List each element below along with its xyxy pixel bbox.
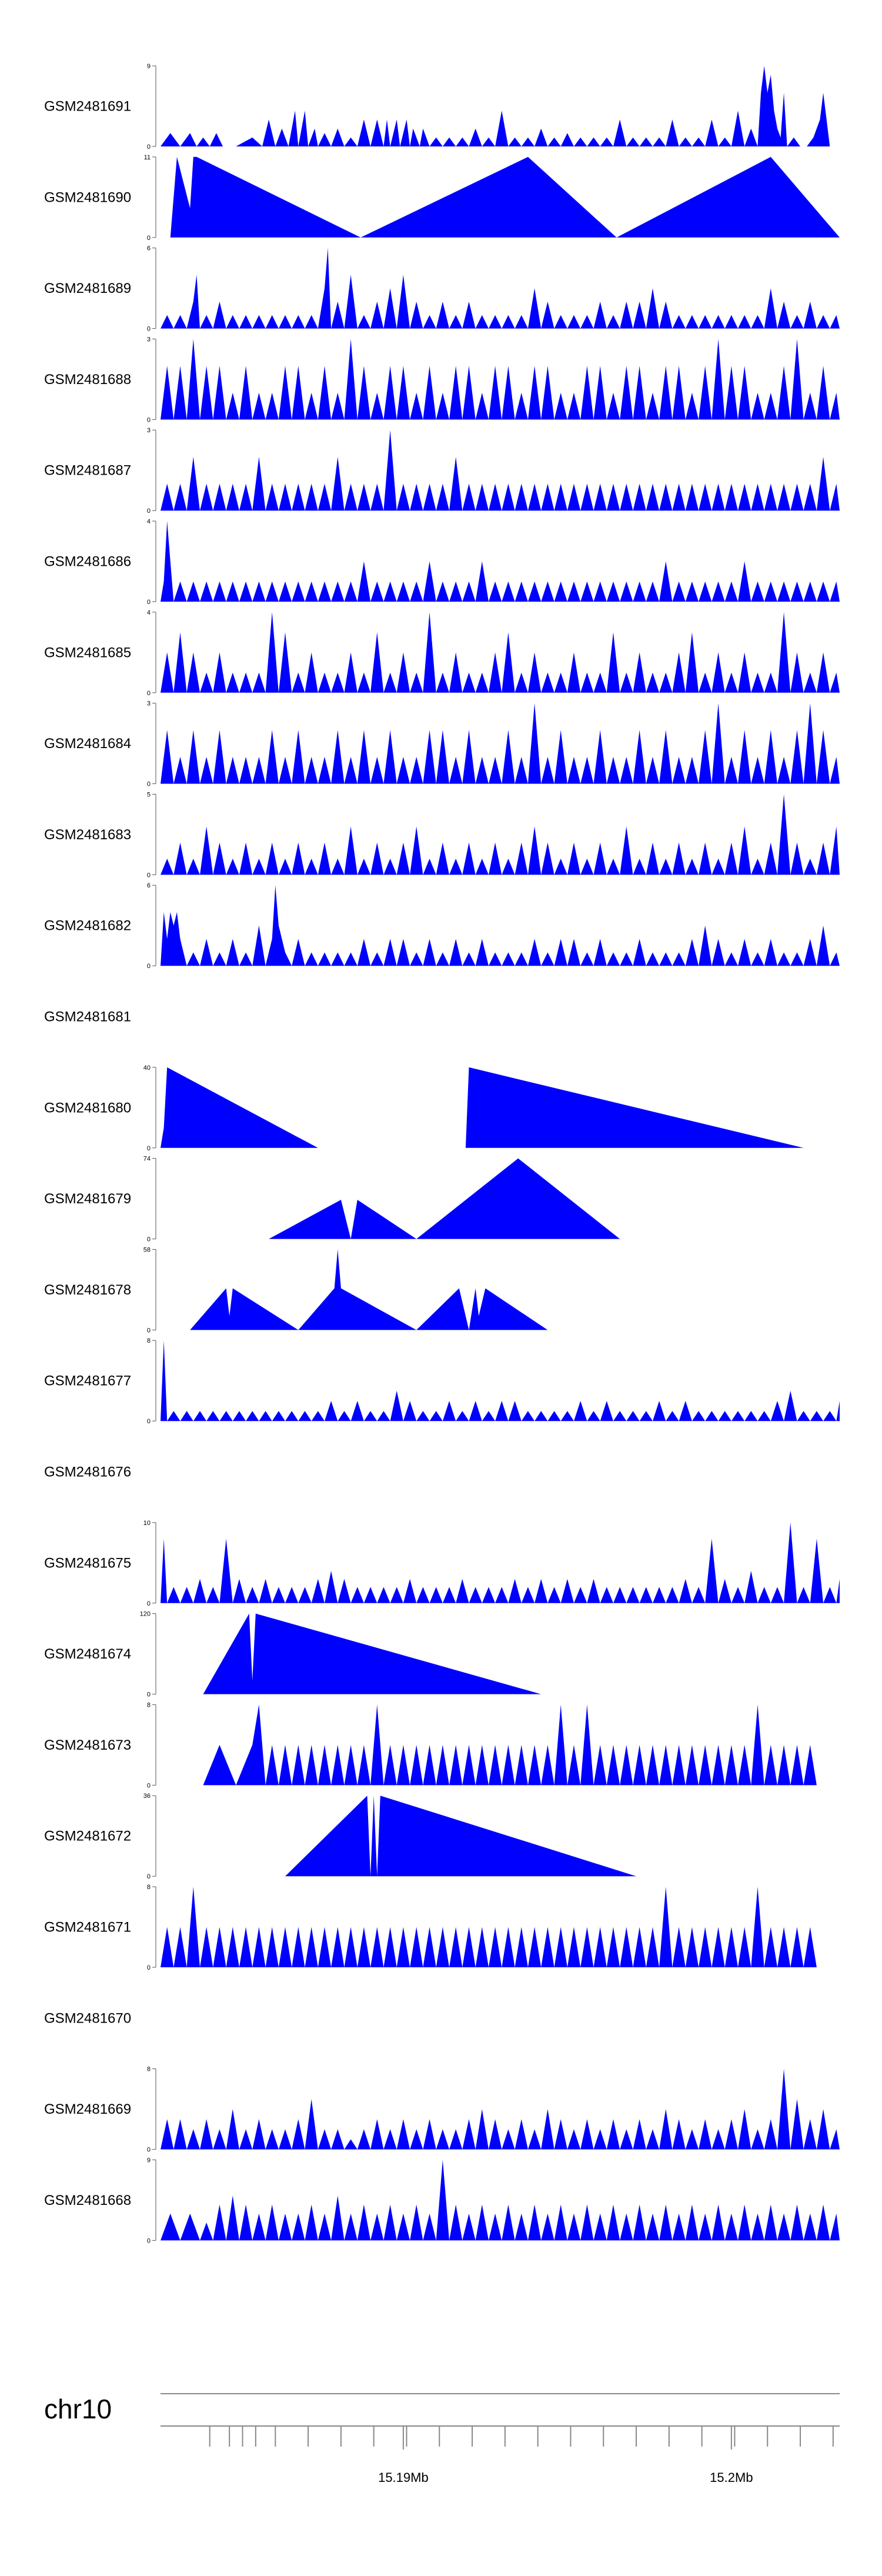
y-tick-label-max: 6 bbox=[147, 245, 151, 252]
track-area bbox=[161, 1340, 840, 1422]
track-label: GSM2481678 bbox=[44, 1282, 131, 1298]
track-area bbox=[203, 1704, 824, 1786]
y-tick-label-min: 0 bbox=[147, 690, 151, 697]
y-tick-label-min: 0 bbox=[147, 1145, 151, 1152]
track-area bbox=[161, 1067, 804, 1148]
track-label: GSM2481671 bbox=[44, 1920, 131, 1936]
track-label: GSM2481690 bbox=[44, 189, 131, 205]
track-label: GSM2481681 bbox=[44, 1009, 131, 1025]
y-tick-label-max: 58 bbox=[143, 1246, 151, 1253]
track-area bbox=[161, 521, 840, 602]
track-label: GSM2481684 bbox=[44, 736, 131, 752]
y-tick-label-min: 0 bbox=[147, 1873, 151, 1880]
genome-axis-tick-label: 15.2Mb bbox=[710, 2470, 753, 2485]
track-area bbox=[161, 703, 840, 784]
track-area bbox=[161, 1522, 840, 1603]
track-area bbox=[161, 1887, 824, 1967]
track-area bbox=[285, 1796, 637, 1877]
track-label: GSM2481677 bbox=[44, 1373, 131, 1389]
y-tick-label-max: 10 bbox=[143, 1520, 151, 1527]
y-tick-label-max: 36 bbox=[143, 1793, 151, 1800]
track-label: GSM2481687 bbox=[44, 463, 131, 479]
y-tick-label-min: 0 bbox=[147, 508, 151, 515]
track-area bbox=[161, 612, 840, 693]
y-tick-label-max: 6 bbox=[147, 882, 151, 889]
track-label: GSM2481683 bbox=[44, 827, 131, 843]
y-tick-label-min: 0 bbox=[147, 1327, 151, 1334]
track-label: GSM2481676 bbox=[44, 1464, 131, 1480]
y-tick-label-min: 0 bbox=[147, 781, 151, 788]
genome-axis-tick-label: 15.19Mb bbox=[378, 2470, 429, 2485]
y-tick-label-max: 74 bbox=[143, 1156, 151, 1163]
y-tick-label-max: 5 bbox=[147, 791, 151, 798]
y-tick-label-min: 0 bbox=[147, 599, 151, 606]
track-area bbox=[161, 430, 840, 511]
y-tick-label-min: 0 bbox=[147, 2237, 151, 2244]
y-tick-label-min: 0 bbox=[147, 1964, 151, 1971]
track-label: GSM2481670 bbox=[44, 2010, 131, 2026]
track-label: GSM2481686 bbox=[44, 554, 131, 570]
y-tick-label-max: 3 bbox=[147, 700, 151, 708]
y-tick-label-min: 0 bbox=[147, 416, 151, 423]
y-tick-label-max: 3 bbox=[147, 427, 151, 434]
y-tick-label-max: 120 bbox=[140, 1611, 151, 1618]
y-tick-label-min: 0 bbox=[147, 1236, 151, 1243]
y-tick-label-max: 8 bbox=[147, 1701, 151, 1709]
y-tick-label-max: 3 bbox=[147, 336, 151, 343]
y-tick-label-min: 0 bbox=[147, 144, 151, 151]
y-tick-label-min: 0 bbox=[147, 1600, 151, 1607]
y-tick-label-max: 8 bbox=[147, 2066, 151, 2073]
y-tick-label-max: 4 bbox=[147, 518, 151, 525]
y-tick-label-max: 8 bbox=[147, 1337, 151, 1344]
y-tick-label-min: 0 bbox=[147, 1691, 151, 1699]
y-tick-label-min: 0 bbox=[147, 872, 151, 879]
chromosome-label: chr10 bbox=[44, 2394, 112, 2424]
track-label: GSM2481675 bbox=[44, 1555, 131, 1571]
y-tick-label-min: 0 bbox=[147, 235, 151, 242]
track-label: GSM2481689 bbox=[44, 281, 131, 296]
track-area bbox=[161, 248, 840, 329]
track-label: GSM2481672 bbox=[44, 1828, 131, 1844]
track-label: GSM2481673 bbox=[44, 1737, 131, 1753]
y-tick-label-min: 0 bbox=[147, 1782, 151, 1789]
track-label: GSM2481674 bbox=[44, 1646, 131, 1662]
track-area bbox=[161, 66, 830, 146]
track-label: GSM2481688 bbox=[44, 372, 131, 388]
track-area bbox=[190, 1249, 548, 1330]
track-area bbox=[161, 339, 840, 420]
y-tick-label-max: 4 bbox=[147, 609, 151, 616]
track-label: GSM2481668 bbox=[44, 2193, 131, 2208]
track-area bbox=[161, 885, 840, 966]
track-area bbox=[161, 2068, 840, 2150]
y-tick-label-min: 0 bbox=[147, 326, 151, 333]
track-label: GSM2481669 bbox=[44, 2101, 131, 2117]
y-tick-label-max: 9 bbox=[147, 2157, 151, 2164]
track-area bbox=[203, 1613, 542, 1694]
track-label: GSM2481682 bbox=[44, 918, 131, 934]
track-area bbox=[161, 156, 840, 238]
track-area bbox=[269, 1158, 620, 1239]
track-label: GSM2481691 bbox=[44, 99, 131, 115]
y-tick-label-min: 0 bbox=[147, 2147, 151, 2154]
track-area bbox=[161, 794, 840, 875]
y-tick-label-min: 0 bbox=[147, 1418, 151, 1425]
y-tick-label-max: 9 bbox=[147, 63, 151, 70]
y-tick-label-max: 8 bbox=[147, 1884, 151, 1891]
y-tick-label-max: 40 bbox=[143, 1065, 151, 1072]
track-label: GSM2481679 bbox=[44, 1191, 131, 1207]
y-tick-label-min: 0 bbox=[147, 963, 151, 970]
track-area bbox=[161, 2160, 840, 2241]
y-tick-label-max: 11 bbox=[144, 154, 151, 161]
track-label: GSM2481685 bbox=[44, 645, 131, 660]
track-label: GSM2481680 bbox=[44, 1100, 131, 1116]
